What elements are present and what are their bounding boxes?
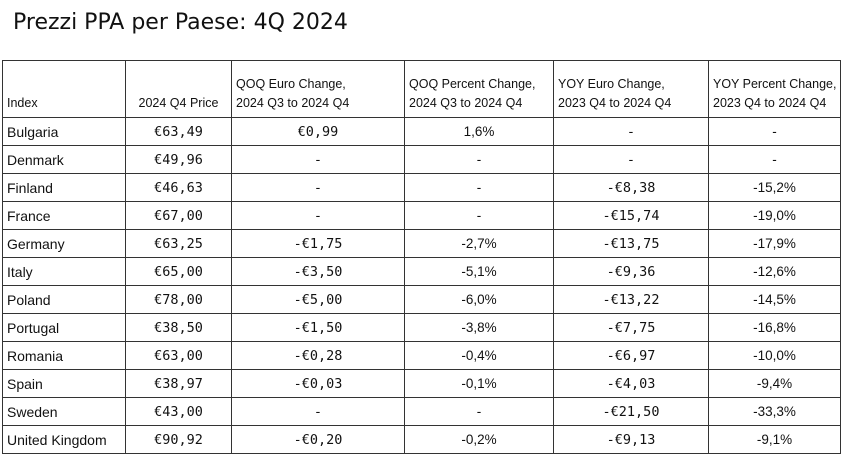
cell-yoy-pct: -17,9% xyxy=(708,229,841,258)
header-price: 2024 Q4 Price xyxy=(125,60,232,118)
cell-qoq-euro: -€0,28 xyxy=(231,341,405,370)
page-title: Prezzi PPA per Paese: 4Q 2024 xyxy=(13,10,348,35)
cell-yoy-pct: -9,4% xyxy=(708,369,841,398)
header-yoy-percent-change: YOY Percent Change, 2023 Q4 to 2024 Q4 xyxy=(708,60,841,118)
cell-qoq-euro: - xyxy=(231,397,405,426)
cell-yoy-euro: -€9,13 xyxy=(553,425,709,454)
cell-price: €38,50 xyxy=(125,313,232,342)
cell-qoq-pct: 1,6% xyxy=(404,117,554,146)
cell-qoq-pct: - xyxy=(404,201,554,230)
cell-price: €38,97 xyxy=(125,369,232,398)
cell-price: €46,63 xyxy=(125,173,232,202)
cell-qoq-euro: -€1,75 xyxy=(231,229,405,258)
cell-index: Italy xyxy=(2,257,126,286)
cell-yoy-euro: -€9,36 xyxy=(553,257,709,286)
cell-index: Finland xyxy=(2,173,126,202)
table-row: France €67,00 - - -€15,74 -19,0% xyxy=(2,201,841,230)
cell-yoy-pct: -16,8% xyxy=(708,313,841,342)
header-qoq-euro-change: QOQ Euro Change, 2024 Q3 to 2024 Q4 xyxy=(231,60,405,118)
header-index: Index xyxy=(2,60,126,118)
cell-yoy-euro: -€8,38 xyxy=(553,173,709,202)
cell-qoq-pct: -6,0% xyxy=(404,285,554,314)
header-yoy-euro-change: YOY Euro Change, 2023 Q4 to 2024 Q4 xyxy=(553,60,709,118)
cell-yoy-pct: -15,2% xyxy=(708,173,841,202)
cell-price: €49,96 xyxy=(125,145,232,174)
table-header-row: Index 2024 Q4 Price QOQ Euro Change, 2024… xyxy=(2,60,841,118)
cell-yoy-euro: -€21,50 xyxy=(553,397,709,426)
cell-index: Portugal xyxy=(2,313,126,342)
cell-qoq-pct: -5,1% xyxy=(404,257,554,286)
cell-yoy-pct: -9,1% xyxy=(708,425,841,454)
cell-qoq-pct: -0,1% xyxy=(404,369,554,398)
cell-yoy-euro: -€13,75 xyxy=(553,229,709,258)
cell-yoy-pct: -12,6% xyxy=(708,257,841,286)
header-qoq-percent-change: QOQ Percent Change, 2024 Q3 to 2024 Q4 xyxy=(404,60,554,118)
cell-price: €63,49 xyxy=(125,117,232,146)
table-row: United Kingdom €90,92 -€0,20 -0,2% -€9,1… xyxy=(2,425,841,454)
cell-qoq-pct: - xyxy=(404,173,554,202)
cell-qoq-euro: -€0,20 xyxy=(231,425,405,454)
table-row: Italy €65,00 -€3,50 -5,1% -€9,36 -12,6% xyxy=(2,257,841,286)
cell-qoq-euro: - xyxy=(231,173,405,202)
cell-price: €90,92 xyxy=(125,425,232,454)
cell-price: €43,00 xyxy=(125,397,232,426)
cell-qoq-euro: €0,99 xyxy=(231,117,405,146)
cell-qoq-euro: - xyxy=(231,201,405,230)
cell-index: France xyxy=(2,201,126,230)
cell-qoq-pct: -3,8% xyxy=(404,313,554,342)
cell-yoy-euro: -€6,97 xyxy=(553,341,709,370)
cell-index: Germany xyxy=(2,229,126,258)
cell-yoy-pct: - xyxy=(708,145,841,174)
cell-qoq-pct: - xyxy=(404,397,554,426)
cell-index: Bulgaria xyxy=(2,117,126,146)
cell-yoy-euro: -€4,03 xyxy=(553,369,709,398)
table-row: Sweden €43,00 - - -€21,50 -33,3% xyxy=(2,397,841,426)
cell-price: €63,25 xyxy=(125,229,232,258)
cell-price: €67,00 xyxy=(125,201,232,230)
cell-qoq-pct: -2,7% xyxy=(404,229,554,258)
cell-index: Romania xyxy=(2,341,126,370)
cell-index: Spain xyxy=(2,369,126,398)
ppa-price-table: Index 2024 Q4 Price QOQ Euro Change, 2024… xyxy=(2,60,841,454)
cell-qoq-pct: - xyxy=(404,145,554,174)
cell-qoq-pct: -0,4% xyxy=(404,341,554,370)
cell-qoq-euro: -€3,50 xyxy=(231,257,405,286)
table-row: Portugal €38,50 -€1,50 -3,8% -€7,75 -16,… xyxy=(2,313,841,342)
cell-yoy-euro: - xyxy=(553,145,709,174)
cell-qoq-euro: - xyxy=(231,145,405,174)
table-row: Spain €38,97 -€0,03 -0,1% -€4,03 -9,4% xyxy=(2,369,841,398)
cell-yoy-pct: -14,5% xyxy=(708,285,841,314)
cell-qoq-euro: -€5,00 xyxy=(231,285,405,314)
cell-yoy-euro: -€7,75 xyxy=(553,313,709,342)
table-row: Bulgaria €63,49 €0,99 1,6% - - xyxy=(2,117,841,146)
table-row: Finland €46,63 - - -€8,38 -15,2% xyxy=(2,173,841,202)
cell-qoq-euro: -€0,03 xyxy=(231,369,405,398)
table-row: Romania €63,00 -€0,28 -0,4% -€6,97 -10,0… xyxy=(2,341,841,370)
table-row: Poland €78,00 -€5,00 -6,0% -€13,22 -14,5… xyxy=(2,285,841,314)
cell-yoy-pct: - xyxy=(708,117,841,146)
cell-yoy-euro: -€15,74 xyxy=(553,201,709,230)
cell-yoy-pct: -33,3% xyxy=(708,397,841,426)
table-row: Denmark €49,96 - - - - xyxy=(2,145,841,174)
cell-qoq-pct: -0,2% xyxy=(404,425,554,454)
cell-yoy-pct: -19,0% xyxy=(708,201,841,230)
cell-index: Sweden xyxy=(2,397,126,426)
cell-price: €78,00 xyxy=(125,285,232,314)
cell-yoy-pct: -10,0% xyxy=(708,341,841,370)
cell-price: €63,00 xyxy=(125,341,232,370)
cell-index: United Kingdom xyxy=(2,425,126,454)
cell-yoy-euro: - xyxy=(553,117,709,146)
cell-qoq-euro: -€1,50 xyxy=(231,313,405,342)
cell-index: Denmark xyxy=(2,145,126,174)
cell-yoy-euro: -€13,22 xyxy=(553,285,709,314)
table-row: Germany €63,25 -€1,75 -2,7% -€13,75 -17,… xyxy=(2,229,841,258)
cell-index: Poland xyxy=(2,285,126,314)
cell-price: €65,00 xyxy=(125,257,232,286)
